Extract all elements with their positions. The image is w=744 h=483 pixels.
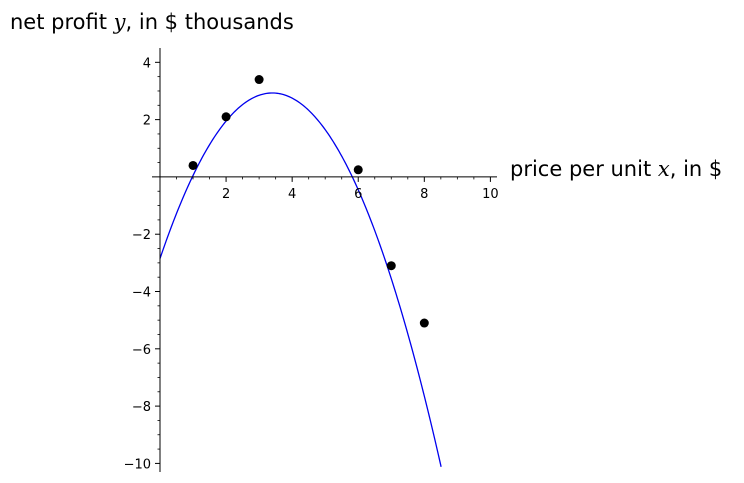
fit-curve-layer bbox=[159, 92, 442, 467]
x-tick-label: 4 bbox=[288, 187, 296, 202]
data-point bbox=[254, 75, 264, 85]
x-tick-label: 10 bbox=[482, 187, 499, 202]
x-tick-label: 2 bbox=[222, 187, 230, 202]
data-point bbox=[221, 112, 231, 122]
fit-curve bbox=[159, 92, 442, 467]
y-tick-label: −4 bbox=[132, 286, 151, 301]
y-tick-label: −10 bbox=[124, 457, 151, 472]
x-tick-label: 8 bbox=[420, 187, 428, 202]
data-point bbox=[419, 318, 429, 328]
y-tick-label: −6 bbox=[132, 343, 151, 358]
x-axis-label: price per unit x, in $ bbox=[510, 157, 722, 181]
y-axis-label: net profit y, in $ thousands bbox=[10, 10, 294, 34]
data-point bbox=[353, 165, 363, 175]
y-tick-label: −8 bbox=[132, 400, 151, 415]
y-tick-label: 4 bbox=[143, 56, 151, 71]
y-tick-label: 2 bbox=[143, 114, 151, 129]
data-point bbox=[188, 160, 198, 170]
ticks: 2 4 6 8 10 −10 −8 −6 −4 −2 2 4 bbox=[124, 56, 499, 472]
axes bbox=[152, 48, 497, 472]
y-tick-label: −2 bbox=[132, 228, 151, 243]
data-point bbox=[386, 261, 396, 271]
x-tick-label: 6 bbox=[354, 187, 362, 202]
data-points bbox=[188, 75, 429, 328]
